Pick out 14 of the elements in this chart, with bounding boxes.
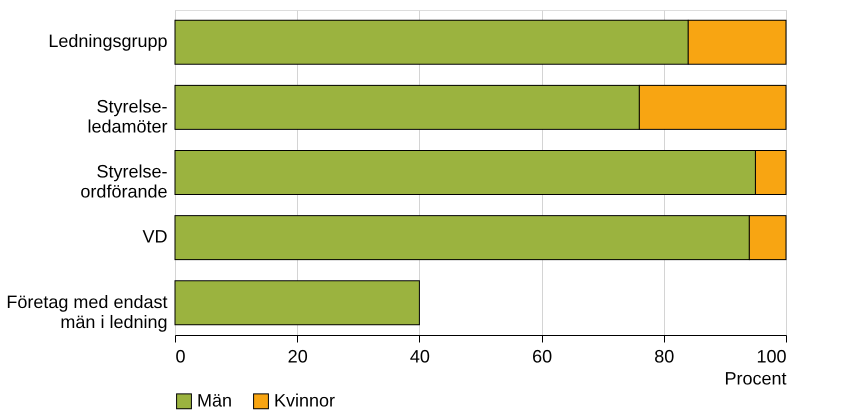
x-tick-label: 40 [410,346,430,366]
x-tick-label: 100 [756,346,786,366]
y-tick-label: VD [142,226,168,247]
x-tick-label: 0 [176,346,186,366]
x-tick-label: 60 [532,346,552,366]
x-tick-label: 80 [654,346,674,366]
x-tick-label: 20 [288,346,308,366]
legend-label: Män [197,390,232,410]
y-tick-label: Företag med endast män i ledning [6,292,168,332]
y-tick-label: Styrelse- ordförande [80,162,168,202]
legend-label: Kvinnor [274,390,336,410]
y-tick-label: Ledningsgrupp [48,31,168,52]
x-axis-title: Procent [724,368,786,388]
y-tick-label: Styrelse- ledamöter [87,96,168,136]
